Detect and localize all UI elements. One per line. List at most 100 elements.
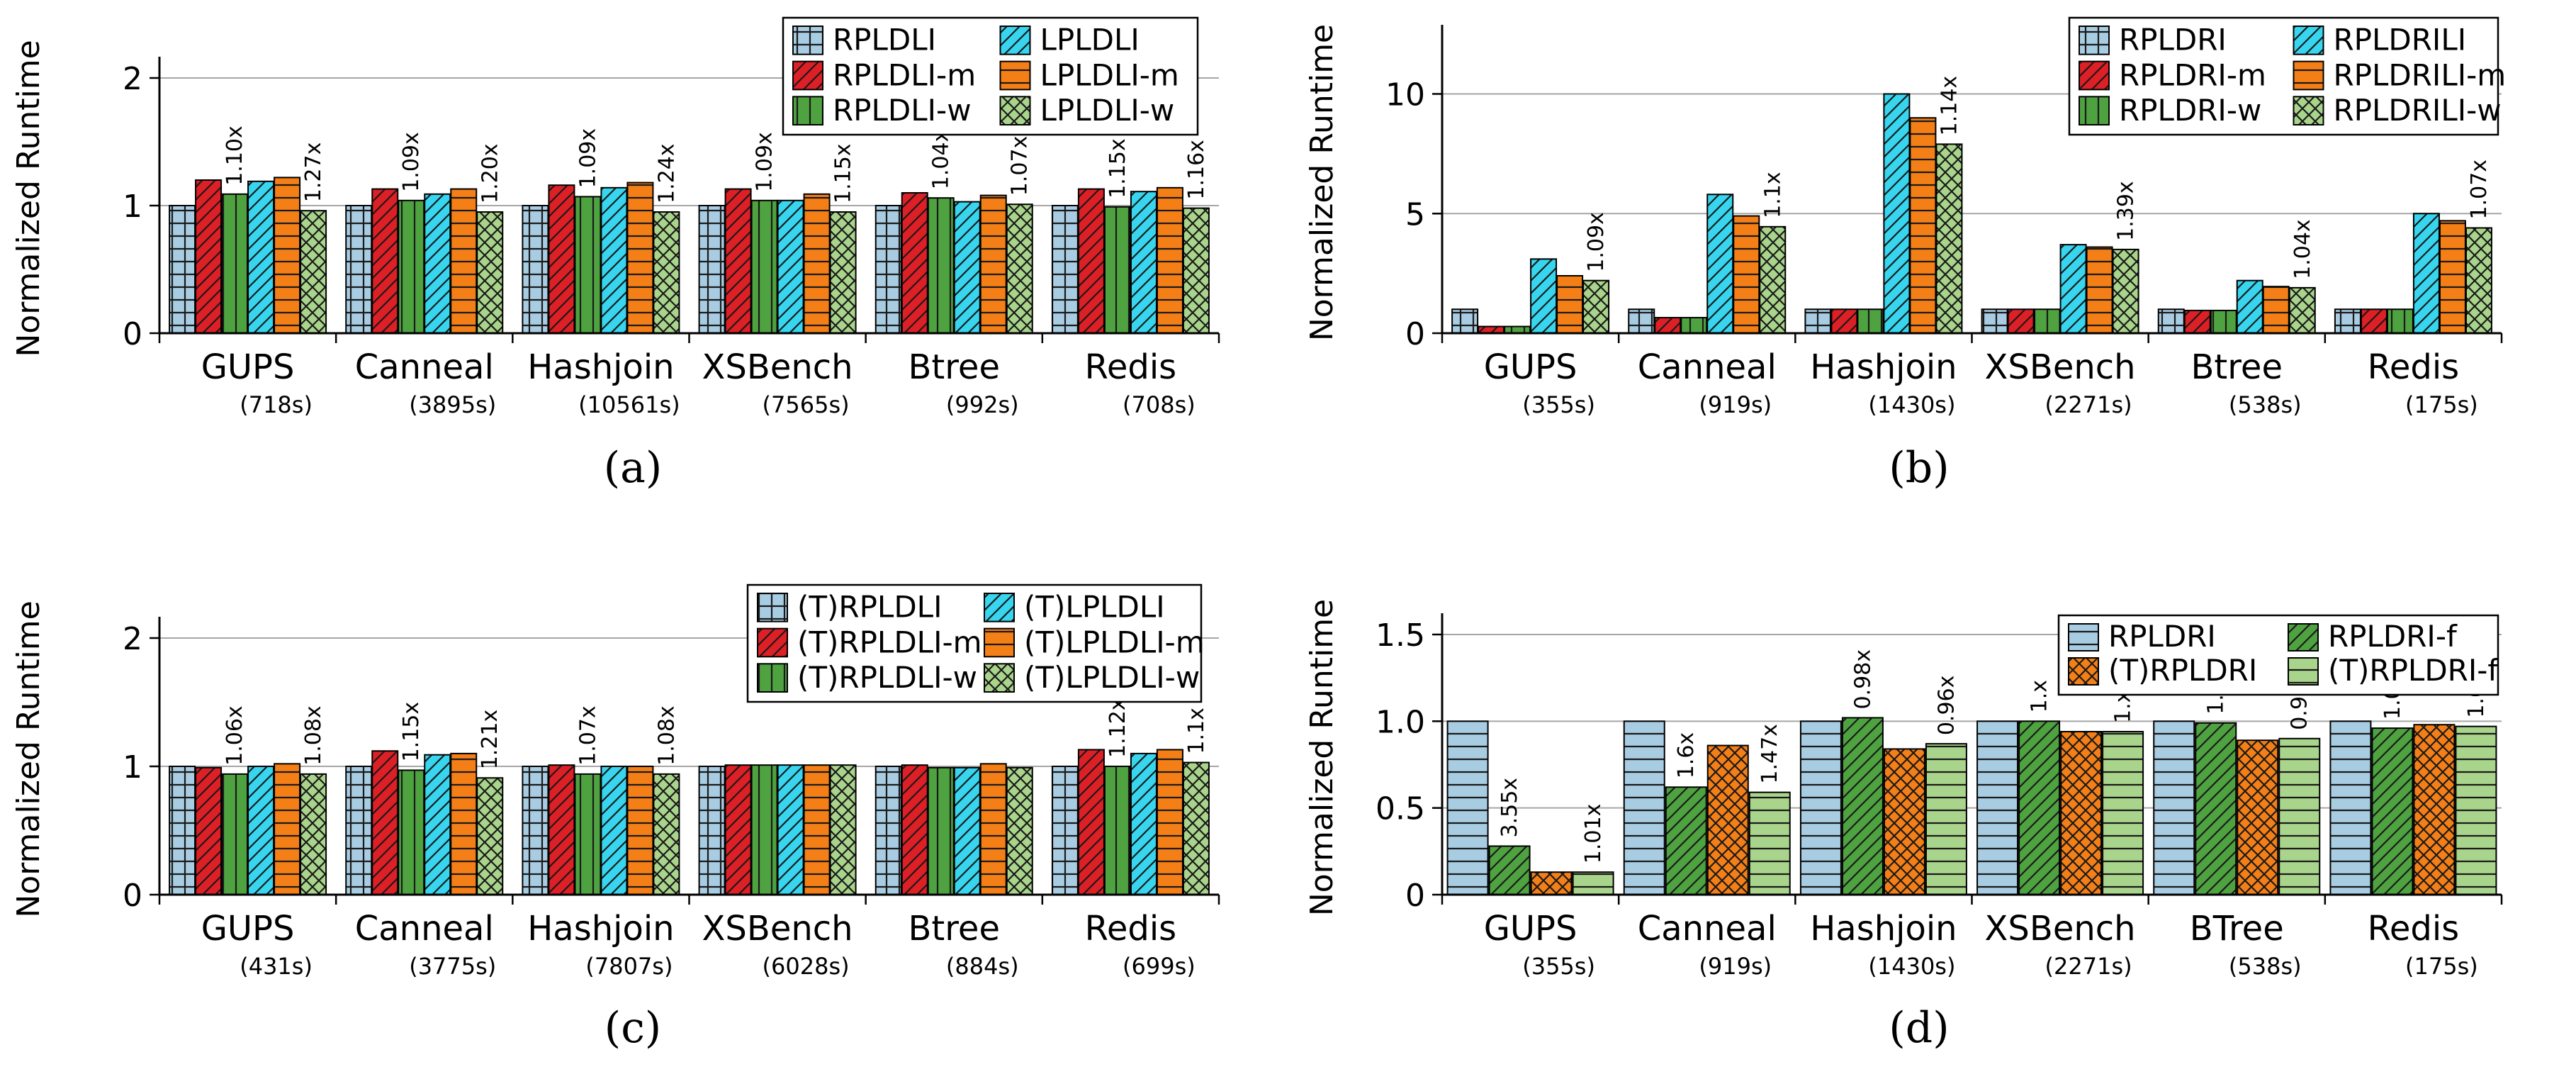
legend-entry: RPLDRI xyxy=(2119,23,2227,57)
category-runtime-label: (175s) xyxy=(2405,391,2478,418)
category-label: XSBench xyxy=(702,347,853,387)
bar-(T)RPLDLI-Redis xyxy=(1051,766,1079,895)
category-label: XSBench xyxy=(702,909,853,949)
chart-panel-d: 0 0.5 1.0 1.5 Normalized Runtime GUPS (355s) Ca… xyxy=(1304,599,2503,1053)
bar-RPLDLI-m-Redis xyxy=(1077,188,1105,334)
legend-swatch xyxy=(792,60,823,91)
legend: RPLDRI(T)RPLDRI RPLDRI-f(T)RPLDRI-f xyxy=(2057,614,2499,696)
category-label: GUPS xyxy=(201,909,295,949)
category-runtime-label: (7807s) xyxy=(585,953,673,980)
ytick-label: 1 xyxy=(123,189,142,225)
bar-LPLDLI-w-XSBench xyxy=(829,211,857,334)
legend-entry: (T)LPLDLI-w xyxy=(1024,660,1200,695)
speedup-annotation: 1.14x xyxy=(1937,76,1962,136)
bar-(T)RPLDLI-m-Redis xyxy=(1077,749,1105,895)
category-runtime-label: (538s) xyxy=(2229,391,2302,418)
bar-RPLDLI-w-Redis xyxy=(1103,206,1131,334)
bar-RPLDRI-f-BTree xyxy=(2195,722,2237,896)
speedup-annotation: 1.15x xyxy=(1106,138,1130,199)
bar-LPLDLI-Btree xyxy=(953,201,981,334)
bar-RPLDRILI-w-Redis xyxy=(2465,227,2492,334)
speedup-annotation: 1.47x xyxy=(1757,724,1782,784)
legend-entry: RPLDRILI xyxy=(2334,23,2467,57)
legend-entry: RPLDRILI-w xyxy=(2334,93,2502,128)
bar-(T)RPLDLI-w-GUPS xyxy=(221,773,249,895)
bar-RPLDRILI-GUPS xyxy=(1530,258,1558,334)
legend-box xyxy=(782,16,1199,136)
bar-(T)LPLDLI-Redis xyxy=(1130,752,1157,896)
bar-LPLDLI-w-Btree xyxy=(1006,203,1033,335)
bar-RPLDLI-m-Canneal xyxy=(371,188,399,334)
bar-RPLDRI-m-Hashjoin xyxy=(1830,308,1858,334)
bar-RPLDRI-Hashjoin xyxy=(1804,308,1832,334)
speedup-annotation: 1.07x xyxy=(2467,160,2492,220)
bar-(T)RPLDLI-w-Canneal xyxy=(398,769,425,896)
bar-RPLDRILI-w-Hashjoin xyxy=(1935,143,1963,334)
speedup-annotation: 1.27x xyxy=(301,142,326,203)
bar-LPLDLI-m-XSBench xyxy=(803,193,831,334)
bar-RPLDRI-BTree xyxy=(2153,720,2195,895)
bar-RPLDLI-GUPS xyxy=(169,205,196,334)
speedup-annotation: 1.x xyxy=(2111,691,2136,723)
panel-label: (d) xyxy=(1889,1003,1949,1053)
y-axis-label: Normalized Runtime xyxy=(1304,599,1340,916)
speedup-annotation: 1.01x xyxy=(1581,804,1606,864)
bar-(T)LPLDLI-w-Hashjoin xyxy=(653,773,680,895)
legend-swatch xyxy=(757,663,788,693)
speedup-annotation: 1.1x xyxy=(1760,172,1785,218)
bar-(T)RPLDLI-XSBench xyxy=(698,766,726,895)
bar-RPLDRI-Redis xyxy=(2334,308,2361,334)
bar-(T)RPLDLI-w-Btree xyxy=(927,766,955,896)
speedup-annotation: 1.09x xyxy=(399,132,424,192)
bar-LPLDLI-w-Hashjoin xyxy=(653,211,680,334)
bar-(T)LPLDLI-w-GUPS xyxy=(300,773,327,895)
category-label: Btree xyxy=(909,347,1001,387)
bar-RPLDRI-Btree xyxy=(2157,308,2185,334)
bar-RPLDRI-Redis xyxy=(2329,720,2372,895)
category-runtime-label: (2271s) xyxy=(2045,953,2132,980)
bar-(T)RPLDLI-w-XSBench xyxy=(750,764,778,895)
bar-RPLDRILI-w-XSBench xyxy=(2112,248,2139,334)
bar-RPLDRI-XSBench xyxy=(1976,720,2019,895)
category-label: Hashjoin xyxy=(527,347,674,387)
legend-swatch xyxy=(2079,60,2110,91)
legend-swatch xyxy=(999,60,1031,91)
category-runtime-label: (6028s) xyxy=(763,953,850,980)
legend-entry: (T)RPLDLI xyxy=(797,590,942,625)
category-runtime-label: (2271s) xyxy=(2045,391,2132,418)
bar-(T)RPLDRI-Hashjoin xyxy=(1883,748,1925,895)
bar-(T)LPLDLI-XSBench xyxy=(777,764,804,895)
bar-RPLDRI-w-Redis xyxy=(2386,308,2414,334)
bar-(T)LPLDLI-Canneal xyxy=(424,754,451,895)
bar-RPLDRI-f-Redis xyxy=(2371,727,2414,895)
category-runtime-label: (431s) xyxy=(240,953,313,980)
speedup-annotation: 1.08x xyxy=(301,705,326,766)
bar-RPLDRILI-XSBench xyxy=(2059,244,2087,334)
bar-LPLDLI-w-Canneal xyxy=(476,211,504,334)
speedup-annotation: 0.98x xyxy=(1850,649,1875,710)
panel-label: (a) xyxy=(604,443,663,493)
category-runtime-label: (538s) xyxy=(2229,953,2302,980)
speedup-annotation: 1.x xyxy=(2027,680,2052,712)
bar-(T)LPLDLI-Hashjoin xyxy=(600,766,628,895)
bar-RPLDRI-m-Canneal xyxy=(1654,317,1682,334)
ytick-label: 10 xyxy=(1385,77,1425,113)
category-label: Canneal xyxy=(355,347,494,387)
category-runtime-label: (1430s) xyxy=(1868,953,1955,980)
legend-box xyxy=(2068,16,2499,136)
bar-(T)LPLDLI-Btree xyxy=(953,766,981,896)
bar-RPLDLI-Redis xyxy=(1051,205,1079,334)
legend-swatch xyxy=(984,593,1015,622)
bar-RPLDRILI-Canneal xyxy=(1706,194,1734,334)
bar-RPLDRILI-w-Btree xyxy=(2288,286,2316,334)
bar-RPLDLI-m-Hashjoin xyxy=(548,184,575,335)
bar-RPLDLI-w-Btree xyxy=(927,197,955,335)
bar-(T)RPLDRI-f-Redis xyxy=(2455,725,2497,895)
speedup-annotation: 1.06x xyxy=(223,705,247,766)
legend-swatch xyxy=(2068,657,2099,686)
bar-(T)LPLDLI-m-Btree xyxy=(979,763,1007,895)
legend: (T)RPLDLI(T)RPLDLI-m(T)RPLDLI-w (T)LPLDLI… xyxy=(746,583,1205,703)
category-label: Redis xyxy=(2368,347,2460,387)
legend-entry: LPLDLI-w xyxy=(1040,93,1175,128)
category-label: Redis xyxy=(1085,909,1177,949)
